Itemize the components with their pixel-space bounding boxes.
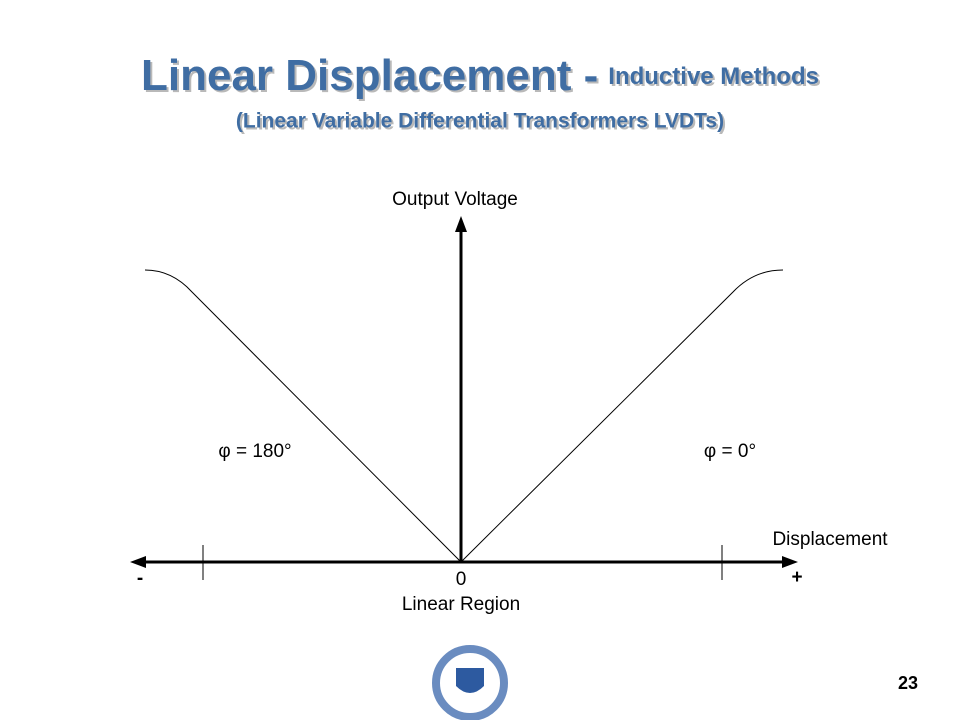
title-shadow-sub: Inductive Methods (610, 65, 821, 92)
title-shadow: Linear Displacement - Inductive Methods (143, 53, 821, 102)
logo-shield (456, 668, 484, 693)
x-axis-label: Displacement (772, 529, 888, 550)
logo (432, 645, 508, 721)
title-sub: Inductive Methods (608, 63, 819, 90)
left-curve (144, 269, 462, 563)
zero-label: 0 (456, 569, 467, 590)
right-phase: φ = 0° (704, 441, 756, 462)
y-axis-label: Output Voltage (392, 189, 518, 210)
title-main: Linear Displacement - (141, 51, 598, 100)
left-phase: φ = 180° (218, 441, 291, 462)
region-label: Linear Region (402, 594, 520, 615)
x-arrow-right (782, 556, 798, 568)
minus-label: - (137, 568, 143, 589)
x-arrow-left (130, 556, 146, 568)
title: Linear Displacement - Inductive Methods (141, 51, 819, 100)
y-arrow (455, 216, 467, 232)
page-number: 23 (898, 673, 918, 693)
plus-label: + (791, 567, 802, 588)
subtitle-shadow: (Linear Variable Differential Transforme… (238, 112, 726, 135)
title-shadow-main: Linear Displacement - (143, 53, 600, 102)
subtitle: (Linear Variable Differential Transforme… (236, 110, 724, 133)
diagram (130, 216, 798, 580)
right-curve (460, 269, 784, 563)
